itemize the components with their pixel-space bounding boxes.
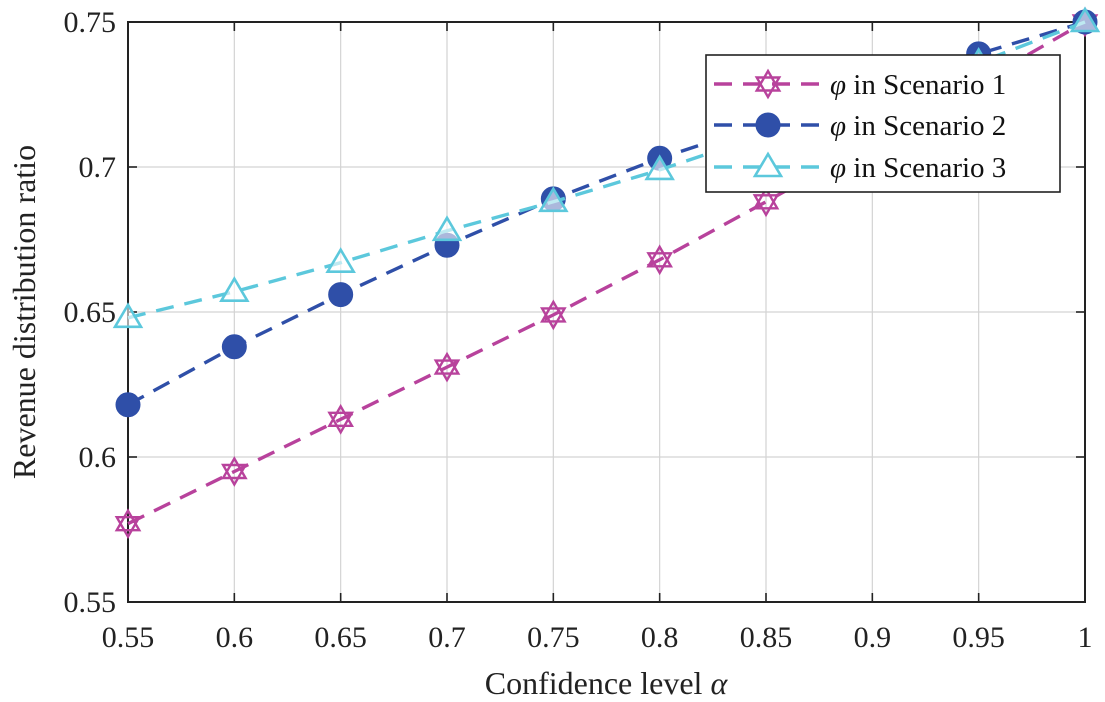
legend-entry-scenario-2: φ in Scenario 2 bbox=[714, 110, 1006, 142]
data-point-hexagram bbox=[752, 186, 780, 218]
data-point-hexagram bbox=[646, 244, 673, 276]
data-point-hexagram bbox=[327, 403, 354, 435]
data-point-hexagram bbox=[221, 456, 248, 487]
data-point-hexagram bbox=[433, 351, 461, 383]
legend-triangle-marker bbox=[752, 151, 784, 178]
legend-entry-scenario-1: φ in Scenario 1 bbox=[714, 68, 1006, 101]
data-point-triangle bbox=[325, 247, 356, 274]
series-line-3 bbox=[127, 20, 1086, 320]
tick-layer: 0.55 0.6 0.65 0.7 0.75 0.8 0.85 0.9 0.95 1 0.55 0.6… bbox=[64, 6, 1093, 654]
legend-label-scenario-3: φ in Scenario 3 bbox=[830, 152, 1006, 184]
x-tick-label: 0.95 bbox=[952, 621, 1005, 654]
data-point-circle bbox=[221, 334, 247, 360]
x-axis-alpha-symbol: α bbox=[710, 665, 728, 701]
x-axis-title: Confidence level α bbox=[485, 665, 729, 701]
data-point-triangle bbox=[538, 186, 569, 213]
series-line-2 bbox=[127, 20, 1086, 407]
y-tick-label: 0.65 bbox=[64, 296, 117, 329]
series-layer bbox=[112, 6, 1101, 540]
x-tick-label: 0.75 bbox=[527, 621, 580, 654]
y-axis-title: Revenue distribution ratio bbox=[6, 145, 42, 479]
x-tick-label: 0.55 bbox=[102, 621, 155, 654]
data-point-triangle bbox=[644, 154, 675, 181]
legend-circle-marker bbox=[755, 112, 781, 138]
x-tick-label: 0.7 bbox=[428, 621, 466, 654]
data-point-circle bbox=[115, 392, 141, 418]
x-tick-label: 1 bbox=[1078, 621, 1093, 654]
x-tick-label: 0.85 bbox=[740, 621, 793, 654]
data-point-hexagram bbox=[540, 299, 567, 331]
data-point-triangle bbox=[112, 302, 144, 329]
x-tick-label: 0.6 bbox=[216, 621, 254, 654]
x-tick-label: 0.9 bbox=[854, 621, 892, 654]
legend: φ in Scenario 1 φ in Scenario 2 φ in Sce… bbox=[705, 54, 1061, 193]
legend-label-scenario-1: φ in Scenario 1 bbox=[830, 69, 1006, 101]
y-tick-label: 0.6 bbox=[79, 441, 117, 474]
data-point-triangle bbox=[1069, 6, 1101, 33]
data-point-hexagram bbox=[114, 508, 142, 540]
y-tick-label: 0.7 bbox=[79, 151, 117, 184]
data-point-triangle bbox=[219, 276, 250, 303]
x-tick-label: 0.65 bbox=[314, 621, 367, 654]
legend-entry-scenario-3: φ in Scenario 3 bbox=[714, 151, 1006, 184]
y-tick-label: 0.55 bbox=[64, 586, 117, 619]
y-tick-label: 0.75 bbox=[64, 6, 117, 39]
legend-hexagram-marker bbox=[754, 68, 782, 100]
x-tick-label: 0.8 bbox=[641, 621, 679, 654]
data-point-circle bbox=[328, 282, 354, 308]
data-point-triangle bbox=[431, 215, 463, 242]
legend-label-scenario-2: φ in Scenario 2 bbox=[830, 110, 1006, 142]
